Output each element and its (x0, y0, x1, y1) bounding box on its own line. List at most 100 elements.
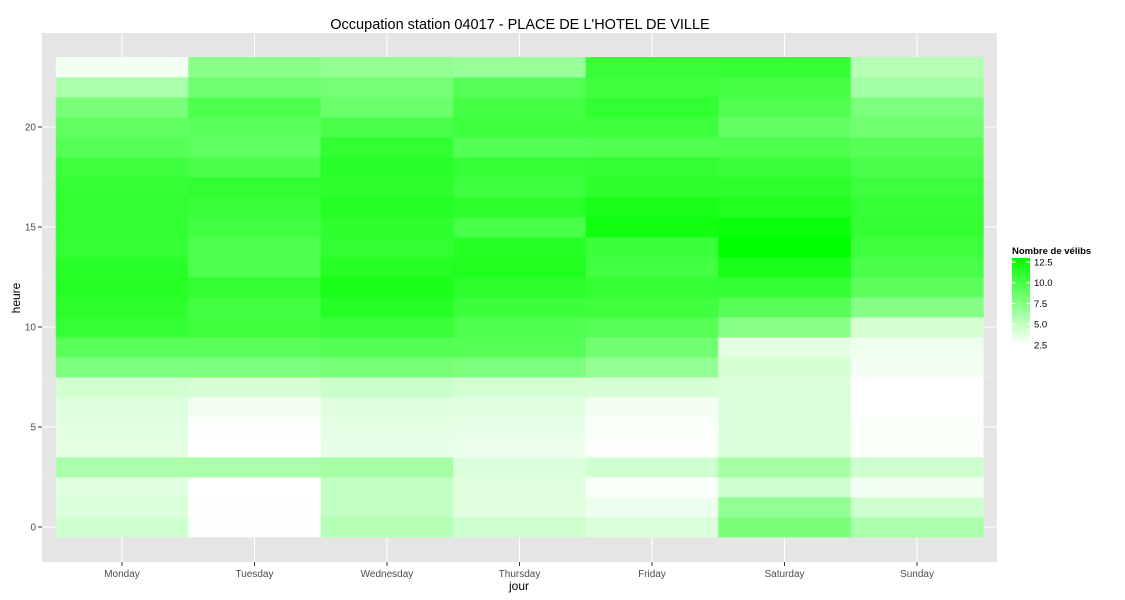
heatmap-cell (453, 437, 587, 458)
heatmap-cell (850, 237, 984, 258)
heatmap-cell (453, 377, 587, 398)
x-tick-label: Monday (104, 569, 140, 580)
y-tick-label: 20 (25, 123, 37, 134)
x-tick-label: Thursday (499, 569, 541, 580)
heatmap-cell (718, 457, 852, 478)
legend-break-label: 5.0 (1034, 320, 1047, 331)
heatmap-cell (850, 177, 984, 198)
heatmap-cell (585, 197, 719, 218)
heatmap-cell (320, 137, 454, 158)
heatmap-cell (320, 277, 454, 298)
heatmap-cell (585, 177, 719, 198)
heatmap-cell (585, 257, 719, 278)
heatmap-cell (585, 237, 719, 258)
heatmap-cell (188, 477, 322, 498)
heatmap-cell (320, 197, 454, 218)
heatmap-cell (453, 297, 587, 318)
legend-ticks: 12.5 10.0 7.5 5.0 2.5 (1012, 257, 1053, 351)
heatmap-cell (585, 457, 719, 478)
heatmap-cell (718, 217, 852, 238)
heatmap-cell (55, 317, 189, 338)
heatmap-cell (188, 517, 322, 538)
heatmap-cell (850, 357, 984, 378)
heatmap-cell (320, 377, 454, 398)
heatmap-cell (453, 237, 587, 258)
heatmap-cell (718, 357, 852, 378)
heatmap-cell (718, 77, 852, 98)
legend-break-label: 10.0 (1034, 278, 1053, 289)
heatmap-cell (453, 517, 587, 538)
y-axis: 0 5 10 15 20 (25, 123, 42, 534)
heatmap-cell (55, 437, 189, 458)
heatmap-cell (453, 417, 587, 438)
heatmap-cell (850, 217, 984, 238)
heatmap-cell (453, 477, 587, 498)
heatmap-cell (453, 257, 587, 278)
x-tick-label: Friday (638, 569, 666, 580)
heatmap-cell (55, 177, 189, 198)
heatmap-cell (453, 157, 587, 178)
heatmap-cell (850, 337, 984, 358)
heatmap-cell (188, 437, 322, 458)
heatmap-cell (320, 417, 454, 438)
heatmap-cell (55, 97, 189, 118)
heatmap-cell (718, 417, 852, 438)
heatmap-cell (55, 357, 189, 378)
heatmap-cell (718, 277, 852, 298)
heatmap-cell (55, 57, 189, 78)
heatmap-cell (585, 137, 719, 158)
heatmap-cell (585, 357, 719, 378)
heatmap-cell (850, 517, 984, 538)
heatmap-cell (585, 77, 719, 98)
heatmap-cell (320, 77, 454, 98)
heatmap-cell (188, 397, 322, 418)
heatmap-cell (188, 77, 322, 98)
heatmap-cell (850, 497, 984, 518)
y-tick-label: 15 (25, 223, 37, 234)
heatmap-cell (585, 217, 719, 238)
heatmap-cell (850, 417, 984, 438)
heatmap-cell (850, 197, 984, 218)
heatmap-cell (188, 497, 322, 518)
heatmap-cell (188, 137, 322, 158)
heatmap-cell (320, 257, 454, 278)
heatmap-cell (188, 317, 322, 338)
heatmap-cell (718, 137, 852, 158)
heatmap-cell (320, 217, 454, 238)
heatmap-cell (55, 137, 189, 158)
heatmap-cell (453, 137, 587, 158)
heatmap-cell (585, 477, 719, 498)
heatmap-cell (453, 197, 587, 218)
y-tick-label: 5 (30, 423, 36, 434)
heatmap-cell (718, 97, 852, 118)
legend-break-label: 2.5 (1034, 340, 1047, 351)
heatmap-cell (188, 417, 322, 438)
heatmap-cell (320, 57, 454, 78)
heatmap-cell (718, 477, 852, 498)
heatmap-cell (850, 317, 984, 338)
y-tick-label: 0 (30, 523, 36, 534)
heatmap-cell (320, 317, 454, 338)
heatmap-cell (718, 497, 852, 518)
heatmap-cell (55, 157, 189, 178)
heatmap-cell (188, 337, 322, 358)
heatmap-cell (55, 297, 189, 318)
heatmap-cell (320, 357, 454, 378)
heatmap-cell (585, 97, 719, 118)
heatmap-cell (718, 177, 852, 198)
x-axis-title: jour (508, 579, 529, 593)
heatmap-cell (453, 217, 587, 238)
heatmap-cell (320, 337, 454, 358)
heatmap-cell (718, 257, 852, 278)
legend: Nombre de vélibs 12.5 10.0 7.5 5.0 2.5 (1012, 246, 1091, 351)
heatmap-cell (320, 117, 454, 138)
x-tick-label: Tuesday (236, 569, 274, 580)
heatmap-cell (55, 337, 189, 358)
legend-title: Nombre de vélibs (1012, 246, 1091, 257)
heatmap-cell (188, 357, 322, 378)
heatmap-cell (320, 437, 454, 458)
heatmap-cell (718, 197, 852, 218)
heatmap-cell (718, 57, 852, 78)
heatmap-cell (453, 337, 587, 358)
heatmap-cell (188, 217, 322, 238)
